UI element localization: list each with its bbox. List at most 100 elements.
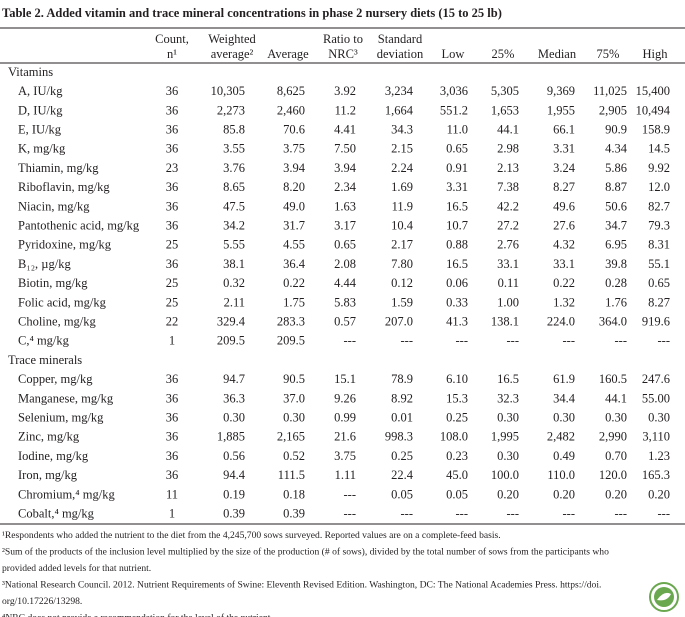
cell: 998.3 xyxy=(385,430,413,444)
cell: 34.7 xyxy=(605,218,627,232)
column-header: NRC³ xyxy=(328,47,358,61)
cell: 33.1 xyxy=(497,257,519,271)
row-label: Riboflavin, mg/kg xyxy=(18,180,110,194)
cell: 9,369 xyxy=(547,84,575,98)
cell: 5.86 xyxy=(605,161,627,175)
footnote: ⁴NRC does not provide a recommendation f… xyxy=(2,613,273,617)
cell: 0.30 xyxy=(497,449,519,463)
cell: 10.4 xyxy=(391,218,414,232)
cell: 1 xyxy=(169,506,175,520)
cell: 31.7 xyxy=(283,218,305,232)
cell: 2.76 xyxy=(497,238,519,252)
cell: --- xyxy=(344,334,357,348)
column-header: High xyxy=(643,47,669,61)
cell: --- xyxy=(563,506,576,520)
cell: 7.80 xyxy=(391,257,413,271)
cell: 0.20 xyxy=(605,487,627,501)
cell: 2,482 xyxy=(547,430,575,444)
cell: 1.76 xyxy=(605,295,627,309)
cell: 36 xyxy=(166,122,179,136)
cell: 21.6 xyxy=(334,430,356,444)
cell: 1,664 xyxy=(385,103,414,117)
cell: 25 xyxy=(166,276,179,290)
cell: --- xyxy=(615,334,628,348)
row-label: Niacin, mg/kg xyxy=(18,199,90,213)
cell: 0.32 xyxy=(223,276,245,290)
cell: 7.38 xyxy=(497,180,519,194)
cell: 364.0 xyxy=(599,314,627,328)
cell: 8.20 xyxy=(283,180,305,194)
cell: 36 xyxy=(166,142,179,156)
cell: 0.12 xyxy=(391,276,413,290)
cell: 0.25 xyxy=(391,449,413,463)
cell: 0.01 xyxy=(391,410,413,424)
cell: 90.9 xyxy=(605,122,627,136)
cell: 2,990 xyxy=(599,430,627,444)
cell: 32.3 xyxy=(497,391,519,405)
cell: --- xyxy=(344,506,357,520)
cell: 2.24 xyxy=(391,161,414,175)
cell: 3.76 xyxy=(223,161,245,175)
cell: 1,955 xyxy=(547,103,575,117)
cell: 0.52 xyxy=(283,449,305,463)
cell: 3.31 xyxy=(553,142,575,156)
cell: 209.5 xyxy=(277,334,305,348)
cell: 55.00 xyxy=(642,391,670,405)
cell: 36 xyxy=(166,410,179,424)
cell: 34.4 xyxy=(553,391,576,405)
cell: 9.26 xyxy=(334,391,356,405)
cell: 61.9 xyxy=(553,372,575,386)
row-label: Pyridoxine, mg/kg xyxy=(18,238,112,252)
cell: 3.17 xyxy=(334,218,356,232)
cell: 66.1 xyxy=(553,122,575,136)
cell: 2.98 xyxy=(497,142,519,156)
row-label: Thiamin, mg/kg xyxy=(18,161,99,175)
cell: 0.23 xyxy=(446,449,468,463)
cell: 1.63 xyxy=(334,199,356,213)
cell: 49.6 xyxy=(553,199,575,213)
cell: 15,400 xyxy=(636,84,670,98)
cell: 0.99 xyxy=(334,410,356,424)
column-header: Average xyxy=(267,47,309,61)
cell: 5.83 xyxy=(334,295,356,309)
row-label: Folic acid, mg/kg xyxy=(18,295,107,309)
cell: 0.30 xyxy=(648,410,670,424)
cell: 34.2 xyxy=(223,218,245,232)
cell: 23 xyxy=(166,161,179,175)
cell: 138.1 xyxy=(491,314,519,328)
cell: 207.0 xyxy=(385,314,413,328)
column-header: average² xyxy=(211,47,254,61)
cell: 6.10 xyxy=(446,372,468,386)
cell: 1,885 xyxy=(217,430,245,444)
cell: 111.5 xyxy=(278,468,305,482)
cell: 85.8 xyxy=(223,122,245,136)
cell: 27.6 xyxy=(553,218,575,232)
row-label: A, IU/kg xyxy=(18,84,63,98)
column-header: 75% xyxy=(597,47,620,61)
cell: 3.75 xyxy=(283,142,305,156)
table-title: Table 2. Added vitamin and trace mineral… xyxy=(2,6,502,20)
cell: 37.0 xyxy=(283,391,305,405)
cell: 12.0 xyxy=(648,180,670,194)
cell: 34.3 xyxy=(391,122,413,136)
cell: 16.5 xyxy=(497,372,519,386)
cell: 36.3 xyxy=(223,391,245,405)
cell: 38.1 xyxy=(223,257,245,271)
cell: 2.17 xyxy=(391,238,413,252)
cell: 3,036 xyxy=(440,84,468,98)
cell: 2,460 xyxy=(277,103,305,117)
cell: 8.65 xyxy=(223,180,245,194)
cell: 0.05 xyxy=(391,487,413,501)
cell: 1.00 xyxy=(497,295,519,309)
cell: 0.49 xyxy=(553,449,575,463)
cell: 1.75 xyxy=(283,295,305,309)
cell: 11.2 xyxy=(335,103,356,117)
cell: 4.41 xyxy=(334,122,356,136)
cell: 0.91 xyxy=(446,161,468,175)
cell: 36 xyxy=(166,84,179,98)
cell: 27.2 xyxy=(497,218,519,232)
cell: 16.5 xyxy=(446,257,468,271)
cell: 7.50 xyxy=(334,142,356,156)
cell: 16.5 xyxy=(446,199,468,213)
cell: 10.7 xyxy=(446,218,468,232)
